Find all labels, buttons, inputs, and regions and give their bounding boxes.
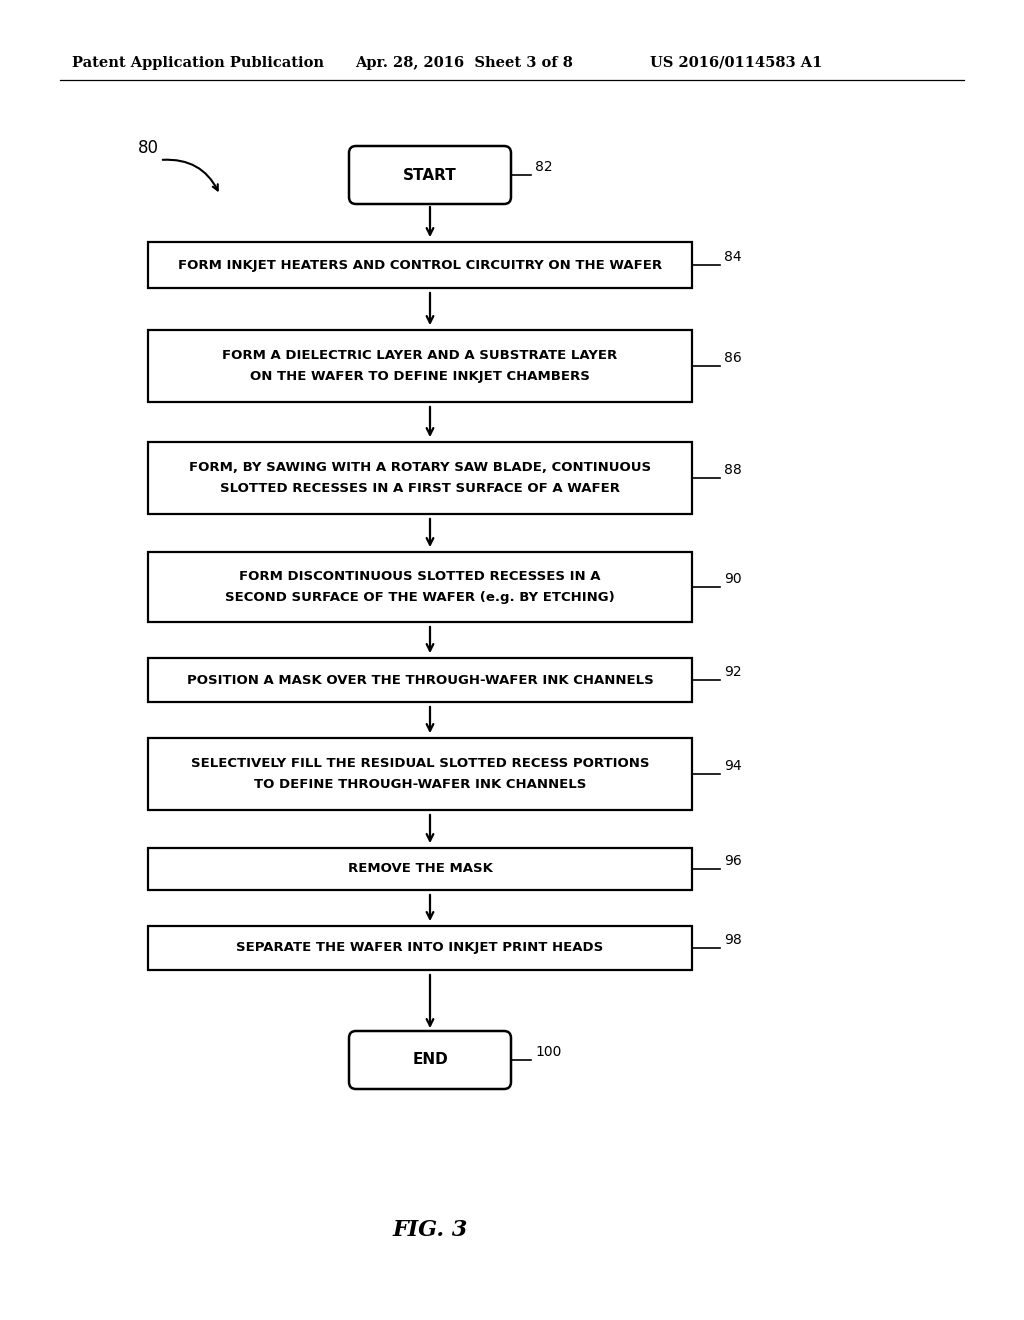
FancyBboxPatch shape	[148, 242, 692, 288]
FancyBboxPatch shape	[148, 442, 692, 513]
Text: FORM A DIELECTRIC LAYER AND A SUBSTRATE LAYER: FORM A DIELECTRIC LAYER AND A SUBSTRATE …	[222, 348, 617, 362]
Text: 100: 100	[535, 1045, 561, 1059]
Text: 90: 90	[724, 572, 741, 586]
FancyBboxPatch shape	[148, 657, 692, 702]
Text: US 2016/0114583 A1: US 2016/0114583 A1	[650, 55, 822, 70]
Text: FORM DISCONTINUOUS SLOTTED RECESSES IN A: FORM DISCONTINUOUS SLOTTED RECESSES IN A	[240, 570, 601, 583]
Text: FORM, BY SAWING WITH A ROTARY SAW BLADE, CONTINUOUS: FORM, BY SAWING WITH A ROTARY SAW BLADE,…	[189, 461, 651, 474]
Text: POSITION A MASK OVER THE THROUGH-WAFER INK CHANNELS: POSITION A MASK OVER THE THROUGH-WAFER I…	[186, 673, 653, 686]
FancyBboxPatch shape	[148, 738, 692, 810]
Text: SECOND SURFACE OF THE WAFER (e.g. BY ETCHING): SECOND SURFACE OF THE WAFER (e.g. BY ETC…	[225, 591, 614, 605]
Text: START: START	[403, 168, 457, 182]
Text: SLOTTED RECESSES IN A FIRST SURFACE OF A WAFER: SLOTTED RECESSES IN A FIRST SURFACE OF A…	[220, 482, 620, 495]
Text: SELECTIVELY FILL THE RESIDUAL SLOTTED RECESS PORTIONS: SELECTIVELY FILL THE RESIDUAL SLOTTED RE…	[190, 756, 649, 770]
Text: 84: 84	[724, 249, 741, 264]
Text: 96: 96	[724, 854, 741, 869]
FancyBboxPatch shape	[148, 927, 692, 970]
FancyBboxPatch shape	[148, 330, 692, 403]
Text: ON THE WAFER TO DEFINE INKJET CHAMBERS: ON THE WAFER TO DEFINE INKJET CHAMBERS	[250, 370, 590, 383]
Text: 80: 80	[137, 139, 159, 157]
Text: Apr. 28, 2016  Sheet 3 of 8: Apr. 28, 2016 Sheet 3 of 8	[355, 55, 572, 70]
Text: 98: 98	[724, 933, 741, 946]
FancyBboxPatch shape	[148, 847, 692, 890]
Text: SEPARATE THE WAFER INTO INKJET PRINT HEADS: SEPARATE THE WAFER INTO INKJET PRINT HEA…	[237, 941, 603, 954]
Text: END: END	[412, 1052, 447, 1068]
Text: FORM INKJET HEATERS AND CONTROL CIRCUITRY ON THE WAFER: FORM INKJET HEATERS AND CONTROL CIRCUITR…	[178, 259, 663, 272]
Text: 88: 88	[724, 463, 741, 477]
FancyBboxPatch shape	[349, 1031, 511, 1089]
FancyBboxPatch shape	[349, 147, 511, 205]
Text: 92: 92	[724, 665, 741, 678]
Text: 94: 94	[724, 759, 741, 774]
Text: TO DEFINE THROUGH-WAFER INK CHANNELS: TO DEFINE THROUGH-WAFER INK CHANNELS	[254, 777, 586, 791]
Text: FIG. 3: FIG. 3	[392, 1218, 468, 1241]
Text: REMOVE THE MASK: REMOVE THE MASK	[347, 862, 493, 875]
Text: Patent Application Publication: Patent Application Publication	[72, 55, 324, 70]
Text: 86: 86	[724, 351, 741, 366]
FancyBboxPatch shape	[148, 552, 692, 622]
Text: 82: 82	[535, 160, 553, 174]
